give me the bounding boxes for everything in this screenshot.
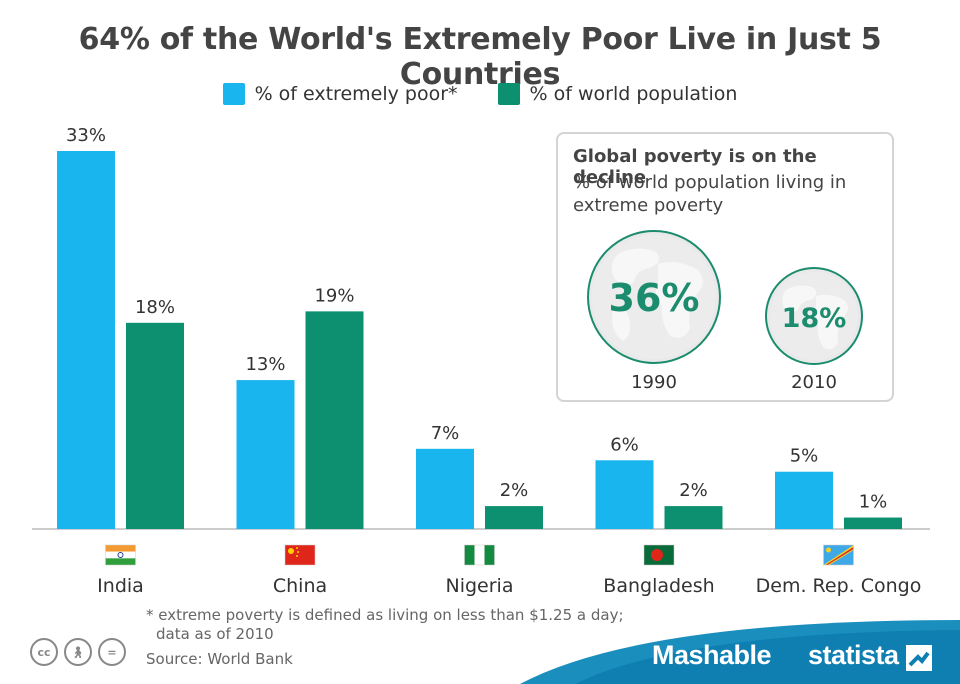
legend-swatch-poor (222, 83, 245, 105)
statista-mark-icon (906, 645, 932, 671)
globe-2010-icon (765, 267, 863, 365)
legend-swatch-population (497, 83, 520, 105)
bar-value-label: 2% (679, 480, 708, 501)
chart-title: 64% of the World's Extremely Poor Live i… (78, 22, 882, 92)
globe-1990-value: 36% (609, 276, 700, 320)
category-label: Dem. Rep. Congo (756, 575, 922, 597)
dr-congo-flag-icon (823, 544, 854, 566)
bar-value-label: 5% (790, 446, 819, 467)
category-label: China (273, 575, 327, 597)
bar-value-label: 33% (66, 125, 106, 146)
no-derivatives-icon[interactable]: = (98, 638, 126, 666)
globe-2010-value: 18% (782, 303, 847, 334)
bar-poor-china[interactable] (236, 380, 295, 529)
globe-1990-icon (587, 230, 721, 364)
legend-item-poor: % of extremely poor* (222, 83, 458, 105)
cc-icon[interactable]: cc (30, 638, 58, 666)
footnote-line-2: data as of 2010 (156, 625, 274, 643)
bar-poor-bangladesh[interactable] (595, 460, 654, 529)
bar-value-label: 2% (500, 480, 529, 501)
footnote: * extreme poverty is defined as living o… (146, 606, 624, 644)
bar-population-dem-rep-congo[interactable] (844, 517, 902, 529)
category-label: Bangladesh (603, 575, 714, 597)
bangladesh-flag-icon (643, 544, 675, 566)
bar-value-label: 18% (135, 297, 175, 318)
bar-poor-dem-rep-congo[interactable] (775, 471, 833, 529)
license-icons: cc 🚶︎ = (30, 638, 126, 666)
globe-2010-year: 2010 (791, 372, 837, 393)
inset-title: Global poverty is on the decline (573, 146, 817, 188)
poverty-decline-box: Global poverty is on the decline % of wo… (556, 132, 894, 402)
bar-population-bangladesh[interactable] (664, 506, 723, 529)
mashable-logo[interactable]: Mashable (652, 640, 772, 670)
category-label: Nigeria (446, 575, 514, 597)
statista-logo[interactable]: statista (808, 640, 899, 670)
attribution-icon[interactable]: 🚶︎ (64, 638, 92, 666)
nigeria-flag-icon (464, 544, 495, 566)
category-label: India (97, 575, 144, 597)
bar-poor-nigeria[interactable] (416, 448, 474, 529)
legend-item-population: % of world population (497, 83, 738, 105)
globes: 36% 18% (587, 230, 863, 365)
bar-value-label: 7% (431, 423, 460, 444)
bar-poor-india[interactable] (57, 151, 115, 529)
bar-population-china[interactable] (305, 311, 364, 529)
bar-value-label: 1% (859, 492, 888, 513)
bar-value-label: 13% (245, 354, 285, 375)
bar-population-nigeria[interactable] (485, 506, 543, 529)
inset-subtitle: % of world population living in extreme … (573, 172, 847, 216)
footnote-line-1: * extreme poverty is defined as living o… (146, 606, 624, 624)
legend-label-population: % of world population (529, 83, 738, 105)
legend: % of extremely poor* % of world populati… (0, 83, 960, 105)
bar-value-label: 19% (314, 285, 354, 306)
china-flag-icon (284, 544, 316, 566)
bar-value-label: 6% (610, 434, 639, 455)
legend-label-poor: % of extremely poor* (254, 83, 458, 105)
source-note: Source: World Bank (146, 650, 293, 668)
bar-population-india[interactable] (126, 322, 184, 529)
india-flag-icon (105, 544, 136, 566)
globe-1990-year: 1990 (631, 372, 677, 393)
